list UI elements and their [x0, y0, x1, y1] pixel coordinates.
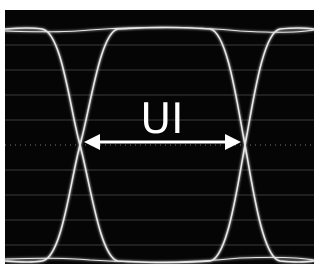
- page: UI (() => { const data = JSON.parse(docu…: [0, 0, 319, 269]
- eye-diagram: UI: [0, 0, 319, 269]
- ui-label: UI: [140, 94, 183, 143]
